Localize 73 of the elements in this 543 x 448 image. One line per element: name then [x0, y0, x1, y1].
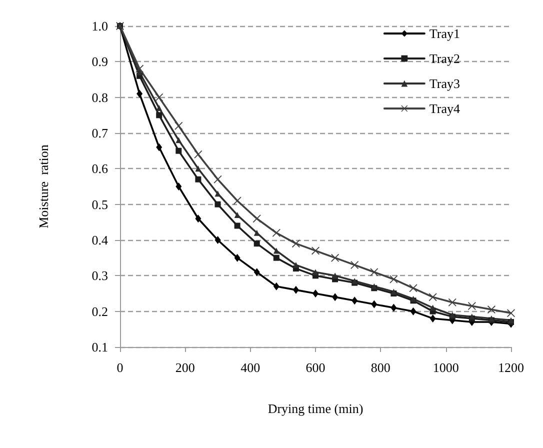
point: [292, 262, 299, 268]
point: [273, 254, 280, 261]
point: [272, 228, 280, 237]
point: [176, 182, 182, 190]
point: [312, 269, 318, 276]
y-tick-label: 0.6: [92, 161, 108, 176]
point: [487, 306, 496, 314]
point: [273, 282, 280, 290]
point: [155, 93, 164, 102]
point: [195, 214, 202, 223]
y-tick-label: 0.4: [92, 232, 108, 248]
point: [448, 298, 456, 306]
point: [156, 143, 162, 152]
point: [136, 69, 143, 76]
point: [409, 284, 418, 292]
point: [273, 248, 280, 254]
y-tick-label: 1.0: [92, 18, 108, 34]
point: [214, 201, 221, 208]
point: [214, 236, 221, 244]
legend-label: Tray1: [429, 26, 460, 41]
point: [468, 302, 476, 310]
point: [233, 196, 242, 205]
x-tick-label: 200: [175, 360, 195, 375]
y-tick-label: 0.9: [92, 54, 108, 70]
point: [410, 307, 416, 316]
y-tick-label: 0.1: [92, 340, 108, 354]
legend-label: Tray2: [429, 51, 460, 66]
point: [234, 254, 240, 262]
point: [507, 309, 515, 318]
point: [156, 112, 162, 118]
point: [390, 304, 397, 312]
point: [195, 166, 202, 172]
x-tick-label: 400: [240, 360, 260, 375]
point: [430, 314, 436, 322]
point: [176, 137, 182, 144]
point: [332, 272, 338, 279]
x-tick-label: 600: [306, 360, 326, 375]
y-tick-label: 0.7: [92, 126, 108, 140]
point: [136, 90, 143, 98]
legend-label: Tray4: [429, 101, 460, 116]
point: [370, 268, 378, 276]
x-tick-label: 800: [370, 360, 390, 375]
y-axis-title: Moisture ration: [36, 144, 51, 228]
point: [312, 290, 318, 298]
point: [214, 175, 222, 184]
y-tick-label: 0.8: [92, 90, 108, 105]
x-tick-label: 1200: [498, 360, 524, 375]
point: [174, 122, 183, 130]
point: [252, 214, 261, 223]
x-tick-label: 1000: [432, 360, 459, 375]
point: [195, 176, 202, 182]
point: [390, 275, 398, 284]
point: [350, 260, 359, 269]
point: [428, 293, 437, 302]
point: [292, 240, 300, 248]
point: [254, 268, 260, 276]
point: [156, 105, 162, 112]
point: [331, 254, 340, 262]
point: [194, 150, 202, 158]
x-tick-label: 0: [116, 360, 124, 375]
y-tick-label: 0.2: [92, 304, 108, 319]
x-axis-title: Drying time (min): [268, 401, 364, 416]
point: [254, 240, 260, 247]
point: [234, 222, 240, 229]
point: [292, 286, 299, 294]
point: [430, 304, 436, 311]
point: [332, 293, 338, 302]
y-tick-label: 0.5: [92, 196, 108, 212]
y-tick-label: 0.3: [92, 268, 108, 284]
point: [176, 148, 182, 154]
point: [352, 296, 358, 305]
point: [371, 300, 378, 308]
legend-label: Tray3: [429, 76, 460, 91]
